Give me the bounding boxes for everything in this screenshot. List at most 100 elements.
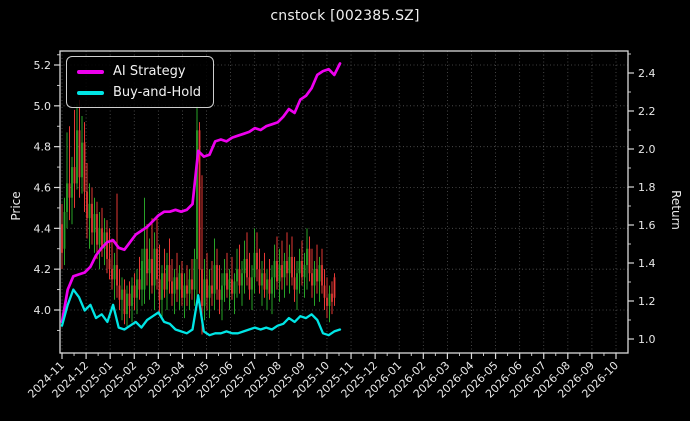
tick-label: 4.6 <box>34 181 52 194</box>
candle-body <box>118 285 121 300</box>
legend-entry-ai-strategy: AI Strategy <box>77 64 201 79</box>
candle-body <box>201 269 203 306</box>
candle-body <box>78 130 81 178</box>
candle-body <box>328 293 331 306</box>
candle-body <box>128 293 131 306</box>
candle-body <box>176 277 178 290</box>
tick-label: 4.4 <box>34 222 52 235</box>
candle-body <box>258 269 261 286</box>
candle-body <box>93 214 96 233</box>
candle-body <box>293 277 296 290</box>
candle-body <box>113 265 116 280</box>
candle-body <box>96 214 98 245</box>
candlestick-series <box>61 99 336 335</box>
candle-body <box>303 265 306 278</box>
candle-body <box>156 248 158 280</box>
tick-label: 2.2 <box>638 105 656 118</box>
candle-body <box>268 279 271 294</box>
candle-body <box>63 211 66 249</box>
candle-body <box>188 279 191 294</box>
candle-body <box>228 279 231 290</box>
tick-label: 5.2 <box>34 59 52 72</box>
candle-body <box>148 258 151 274</box>
candle-body <box>68 183 71 198</box>
candle-body <box>291 256 293 278</box>
candle-body <box>233 281 236 294</box>
candle-body <box>223 273 226 286</box>
candle-body <box>143 248 146 290</box>
candle-body <box>318 265 321 282</box>
candle-body <box>158 279 161 300</box>
candle-body <box>333 277 336 298</box>
candle-body <box>91 203 93 233</box>
candle-body <box>298 260 301 274</box>
tick-label: 1.4 <box>638 257 656 270</box>
candle-body <box>206 279 208 298</box>
candle-body <box>218 289 221 300</box>
legend-label: Buy-and-Hold <box>113 85 202 100</box>
candle-body <box>181 273 183 298</box>
candle-body <box>73 167 76 184</box>
candle-body <box>241 273 243 286</box>
candle-body <box>196 130 198 259</box>
candle-body <box>61 224 63 253</box>
candle-body <box>173 277 176 294</box>
candle-body <box>178 273 181 290</box>
candle-body <box>283 260 286 278</box>
tick-label: 5.0 <box>34 100 52 113</box>
y-axis-label-return: Return <box>669 190 683 230</box>
candle-body <box>271 277 273 294</box>
candle-body <box>251 277 253 290</box>
candle-body <box>166 265 168 290</box>
candle-body <box>238 269 241 286</box>
candle-body <box>243 258 246 274</box>
grid-lines <box>60 51 628 353</box>
candle-body <box>288 256 291 274</box>
candle-body <box>66 183 68 212</box>
tick-label: 1.0 <box>638 333 656 346</box>
axis-tick-labels: 4.0 4.2 4.4 4.6 4.8 5.0 5.2 1.0 1.2 1.4 1.6 1.8 2.0 2… <box>25 59 655 401</box>
candle-body <box>213 265 216 294</box>
candle-body <box>121 289 123 300</box>
chart-title: cnstock [002385.SZ] <box>270 8 420 24</box>
candle-body <box>81 142 83 178</box>
candle-body <box>253 252 256 278</box>
chart-legend: AI Strategy Buy-and-Hold <box>66 56 215 108</box>
candle-body <box>261 273 263 286</box>
candle-body <box>311 273 313 286</box>
buy-and-hold-line <box>60 288 342 337</box>
candle-body <box>278 265 281 282</box>
candle-body <box>106 232 108 259</box>
candle-body <box>256 252 258 270</box>
candle-body <box>236 269 238 282</box>
candle-body <box>88 203 91 219</box>
ai-strategy-line-swatch <box>77 69 104 74</box>
ai-strategy-line <box>60 62 342 324</box>
tick-label: 2.0 <box>638 143 656 156</box>
candle-body <box>71 167 73 198</box>
candle-body <box>208 285 211 298</box>
candle-body <box>161 273 163 300</box>
candle-body <box>321 265 323 286</box>
candle-body <box>306 248 308 266</box>
axes-spines <box>59 50 629 354</box>
candle-body <box>116 265 118 286</box>
candle-body <box>83 142 86 192</box>
candle-body <box>301 260 303 278</box>
candle-body <box>231 279 233 294</box>
tick-label: 4.2 <box>34 263 52 276</box>
candle-body <box>168 265 171 282</box>
candle-body <box>183 285 186 298</box>
candle-body <box>191 279 193 290</box>
candle-body <box>123 289 126 315</box>
legend-label: AI Strategy <box>113 64 186 79</box>
candle-body <box>98 228 101 245</box>
tick-label: 4.8 <box>34 141 52 154</box>
candle-body <box>286 260 288 274</box>
tick-label: 1.8 <box>638 181 656 194</box>
tick-label: 4.0 <box>34 304 52 317</box>
candle-body <box>246 258 248 278</box>
candle-body <box>141 260 143 290</box>
candle-body <box>276 260 278 282</box>
